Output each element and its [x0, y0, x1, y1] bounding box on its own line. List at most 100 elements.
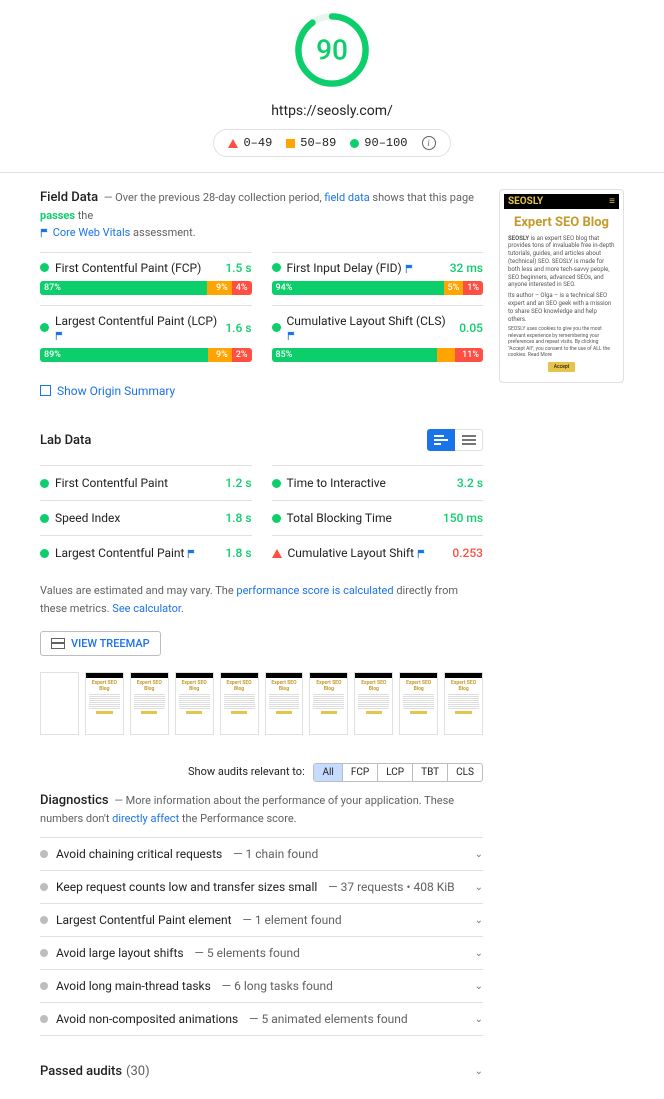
- filmstrip-frame[interactable]: Expert SEO Blog: [444, 672, 483, 735]
- filter-button-fcp[interactable]: FCP: [343, 764, 378, 781]
- field-data-link[interactable]: field data: [324, 191, 369, 204]
- circle-icon: [40, 323, 49, 332]
- dot-icon: [40, 982, 48, 990]
- distribution-bar: 94% 5% 1%: [272, 281, 484, 295]
- chevron-down-icon: ⌄: [475, 882, 483, 893]
- audit-item[interactable]: Largest Contentful Paint element — 1 ele…: [40, 903, 483, 936]
- metric-value: 0.253: [452, 546, 483, 560]
- chevron-down-icon: ⌄: [475, 948, 483, 959]
- metric-name: First Contentful Paint (FCP): [55, 261, 219, 275]
- circle-icon: [272, 263, 281, 272]
- distribution-bar: 87% 9% 4%: [40, 281, 252, 295]
- flag-icon: [405, 264, 415, 274]
- audit-detail: — 5 animated elements found: [246, 1012, 407, 1026]
- lab-metric: First Contentful Paint 1.2 s: [40, 465, 252, 500]
- circle-icon: [350, 139, 359, 148]
- page-preview: SEOSLY≡ Expert SEO Blog SEOSLY is an exp…: [499, 189, 624, 383]
- filter-button-lcp[interactable]: LCP: [378, 764, 413, 781]
- score-value: 90: [316, 34, 348, 67]
- filmstrip-frame[interactable]: Expert SEO Blog: [399, 672, 438, 735]
- audit-item[interactable]: Avoid long main-thread tasks — 6 long ta…: [40, 969, 483, 1002]
- metric-value: 150 ms: [443, 511, 483, 525]
- view-treemap-button[interactable]: VIEW TREEMAP: [40, 631, 161, 656]
- filmstrip-frame[interactable]: Expert SEO Blog: [354, 672, 393, 735]
- dot-icon: [40, 883, 48, 891]
- show-origin-summary[interactable]: Show Origin Summary: [40, 384, 175, 398]
- legend-good: 90–100: [350, 136, 407, 150]
- preview-sidebar: SEOSLY≡ Expert SEO Blog SEOSLY is an exp…: [499, 189, 624, 1099]
- filter-button-all[interactable]: All: [314, 764, 342, 781]
- filmstrip-frame[interactable]: Expert SEO Blog: [85, 672, 124, 735]
- flag-icon: [55, 331, 65, 341]
- circle-icon: [272, 514, 281, 523]
- circle-icon: [40, 514, 49, 523]
- view-bars-button[interactable]: [427, 429, 455, 451]
- audit-item[interactable]: Keep request counts low and transfer siz…: [40, 870, 483, 903]
- lab-metric: Cumulative Layout Shift 0.253: [272, 535, 484, 570]
- audit-title: Avoid large layout shifts: [56, 946, 184, 960]
- audit-item[interactable]: Avoid non-composited animations — 5 anim…: [40, 1002, 483, 1036]
- expand-icon: [40, 385, 51, 396]
- legend-avg: 50–89: [286, 136, 336, 150]
- dot-icon: [40, 1015, 48, 1023]
- directly-affect-link[interactable]: directly affect: [112, 812, 179, 825]
- calc-link[interactable]: performance score is calculated: [236, 584, 393, 597]
- lab-data-header: Lab Data: [40, 429, 483, 451]
- metric-name: Largest Contentful Paint (LCP): [55, 314, 219, 342]
- flag-icon: [40, 228, 50, 238]
- metric-name: Total Blocking Time: [287, 511, 437, 525]
- filmstrip-frame[interactable]: Expert SEO Blog: [220, 672, 259, 735]
- chevron-down-icon: ⌄: [475, 1066, 483, 1077]
- filter-button-tbt[interactable]: TBT: [413, 764, 448, 781]
- lab-metric: Time to Interactive 3.2 s: [272, 465, 484, 500]
- lab-metric: Largest Contentful Paint 1.8 s: [40, 535, 252, 570]
- treemap-icon: [51, 638, 65, 649]
- chevron-down-icon: ⌄: [475, 1014, 483, 1025]
- audit-item[interactable]: Avoid chaining critical requests — 1 cha…: [40, 837, 483, 870]
- circle-icon: [40, 549, 49, 558]
- audit-title: Avoid non-composited animations: [56, 1012, 238, 1026]
- metric-name: First Contentful Paint: [55, 476, 219, 490]
- audit-title: Avoid long main-thread tasks: [56, 979, 211, 993]
- triangle-icon: [228, 139, 238, 148]
- metric-name: Time to Interactive: [287, 476, 451, 490]
- audit-item[interactable]: Avoid large layout shifts — 5 elements f…: [40, 936, 483, 969]
- metric-value: 1.8 s: [225, 511, 251, 525]
- audit-detail: — 37 requests • 408 KiB: [325, 880, 454, 894]
- filter-button-cls[interactable]: CLS: [448, 764, 482, 781]
- audit-filter: Show audits relevant to: AllFCPLCPTBTCLS: [40, 763, 483, 782]
- audit-detail: — 1 element found: [240, 913, 342, 927]
- metric-value: 1.2 s: [225, 476, 251, 490]
- chevron-down-icon: ⌄: [475, 981, 483, 992]
- info-icon[interactable]: i: [422, 136, 436, 150]
- filmstrip-frame[interactable]: Expert SEO Blog: [175, 672, 214, 735]
- square-icon: [286, 139, 295, 148]
- diagnostics-title: Diagnostics: [40, 793, 109, 808]
- filmstrip-frame[interactable]: Expert SEO Blog: [309, 672, 348, 735]
- flag-icon: [417, 549, 427, 559]
- metric-name: Largest Contentful Paint: [55, 546, 219, 560]
- passed-audits-toggle[interactable]: Passed audits (30) ⌄: [40, 1064, 483, 1099]
- triangle-icon: [272, 549, 282, 558]
- dot-icon: [40, 949, 48, 957]
- field-data-title: Field Data: [40, 190, 98, 205]
- view-list-button[interactable]: [455, 429, 483, 451]
- flag-icon: [187, 549, 197, 559]
- header: 90 https://seosly.com/ 0–49 50–89 90–100…: [0, 0, 664, 173]
- cwv-link[interactable]: Core Web Vitals: [53, 226, 131, 239]
- field-metric: First Input Delay (FID) 32 ms 94% 5% 1%: [272, 252, 484, 305]
- filmstrip-frame[interactable]: Expert SEO Blog: [130, 672, 169, 735]
- score-legend: 0–49 50–89 90–100 i: [213, 129, 450, 157]
- filmstrip-frame[interactable]: [40, 672, 79, 735]
- filmstrip-frame[interactable]: Expert SEO Blog: [265, 672, 304, 735]
- circle-icon: [40, 263, 49, 272]
- score-gauge: 90: [292, 10, 372, 90]
- chevron-down-icon: ⌄: [475, 849, 483, 860]
- see-calc-link[interactable]: See calculator: [112, 602, 181, 615]
- dot-icon: [40, 916, 48, 924]
- metric-value: 1.5 s: [225, 261, 251, 275]
- lab-metric: Speed Index 1.8 s: [40, 500, 252, 535]
- chevron-down-icon: ⌄: [475, 915, 483, 926]
- audit-detail: — 6 long tasks found: [219, 979, 333, 993]
- filmstrip: Expert SEO BlogExpert SEO BlogExpert SEO…: [40, 672, 483, 735]
